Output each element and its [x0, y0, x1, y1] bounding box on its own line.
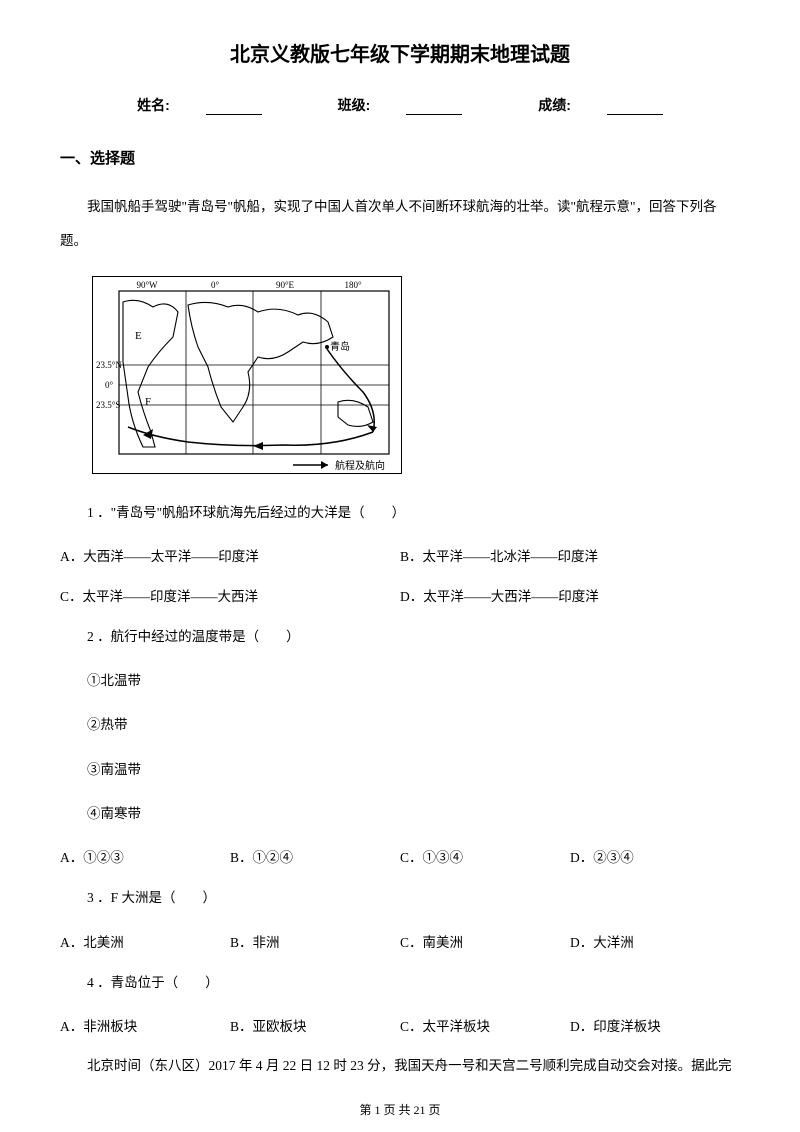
eurasia-africa-outline	[188, 302, 333, 422]
score-underline	[607, 101, 663, 115]
q2-opt-b: B．①②④	[230, 846, 400, 866]
section-header: 一、选择题	[60, 147, 740, 168]
q4-opt-a: A．非洲板块	[60, 1015, 230, 1035]
australia-outline	[338, 400, 373, 426]
q2-sub1: ①北温带	[60, 669, 740, 693]
lon-label-90w: 90°W	[136, 280, 158, 290]
intro-paragraph: 我国帆船手驾驶"青岛号"帆船，实现了中国人首次单人不间断环球航海的壮举。读"航程…	[60, 190, 740, 258]
q3-options: A．北美洲 B．非洲 C．南美洲 D．大洋洲	[60, 931, 740, 951]
question-4: 4 ．青岛位于（ ）	[60, 971, 740, 995]
map-legend-text: 航程及航向	[335, 459, 385, 472]
class-underline	[406, 101, 462, 115]
class-label: 班级:	[338, 97, 371, 113]
q4-opt-c: C．太平洋板块	[400, 1015, 570, 1035]
q2-sub2: ②热带	[60, 713, 740, 737]
route-segment-2	[128, 427, 373, 446]
label-qingdao: 青岛	[330, 340, 350, 353]
question-3: 3 ．F 大洲是（ ）	[60, 886, 740, 910]
bottom-paragraph: 北京时间（东八区）2017 年 4 月 22 日 12 时 23 分，我国天舟一…	[60, 1055, 740, 1077]
score-label: 成绩:	[538, 97, 571, 113]
q4-options: A．非洲板块 B．亚欧板块 C．太平洋板块 D．印度洋板块	[60, 1015, 740, 1035]
q2-sub3: ③南温带	[60, 758, 740, 782]
world-map-svg: 90°W 0° 90°E 180° 23.5°N 0° 23.5°S E F 青…	[92, 276, 402, 474]
lat-label-235s: 23.5°S	[96, 400, 120, 410]
label-E: E	[135, 330, 142, 342]
lon-label-90e: 90°E	[276, 280, 295, 290]
q4-opt-d: D．印度洋板块	[570, 1015, 740, 1035]
q1-opt-c: C．太平洋——印度洋——大西洋	[60, 585, 400, 605]
americas-outline	[123, 300, 178, 447]
q3-opt-b: B．非洲	[230, 931, 400, 951]
page-footer: 第 1 页 共 21 页	[0, 1101, 800, 1118]
q2-opt-d: D．②③④	[570, 846, 740, 866]
q3-opt-c: C．南美洲	[400, 931, 570, 951]
score-field: 成绩:	[520, 97, 681, 113]
q2-opt-a: A．①②③	[60, 846, 230, 866]
lon-label-0: 0°	[211, 280, 220, 290]
q4-opt-b: B．亚欧板块	[230, 1015, 400, 1035]
name-label: 姓名:	[137, 97, 170, 113]
lat-label-235n: 23.5°N	[96, 360, 122, 370]
class-field: 班级:	[320, 97, 481, 113]
lon-label-180: 180°	[344, 280, 362, 290]
q3-opt-a: A．北美洲	[60, 931, 230, 951]
q1-options-row1: A．大西洋——太平洋——印度洋 B．太平洋——北冰洋——印度洋	[60, 545, 740, 565]
map-figure: 90°W 0° 90°E 180° 23.5°N 0° 23.5°S E F 青…	[92, 276, 740, 479]
name-underline	[206, 101, 262, 115]
route-segment-1	[327, 349, 374, 432]
page-title: 北京义教版七年级下学期期末地理试题	[60, 38, 740, 67]
q1-opt-b: B．太平洋——北冰洋——印度洋	[400, 545, 740, 565]
label-F: F	[145, 396, 151, 408]
q1-opt-a: A．大西洋——太平洋——印度洋	[60, 545, 400, 565]
q1-opt-d: D．太平洋——大西洋——印度洋	[400, 585, 740, 605]
question-2: 2 ．航行中经过的温度带是（ ）	[60, 625, 740, 649]
q2-opt-c: C．①③④	[400, 846, 570, 866]
name-field: 姓名:	[119, 97, 280, 113]
question-1: 1 ．"青岛号"帆船环球航海先后经过的大洋是（ ）	[60, 501, 740, 525]
q3-opt-d: D．大洋洲	[570, 931, 740, 951]
q2-options: A．①②③ B．①②④ C．①③④ D．②③④	[60, 846, 740, 866]
q1-options-row2: C．太平洋——印度洋——大西洋 D．太平洋——大西洋——印度洋	[60, 585, 740, 605]
q2-sub4: ④南寒带	[60, 802, 740, 826]
lat-label-0: 0°	[105, 380, 114, 390]
student-info-line: 姓名: 班级: 成绩:	[60, 95, 740, 115]
